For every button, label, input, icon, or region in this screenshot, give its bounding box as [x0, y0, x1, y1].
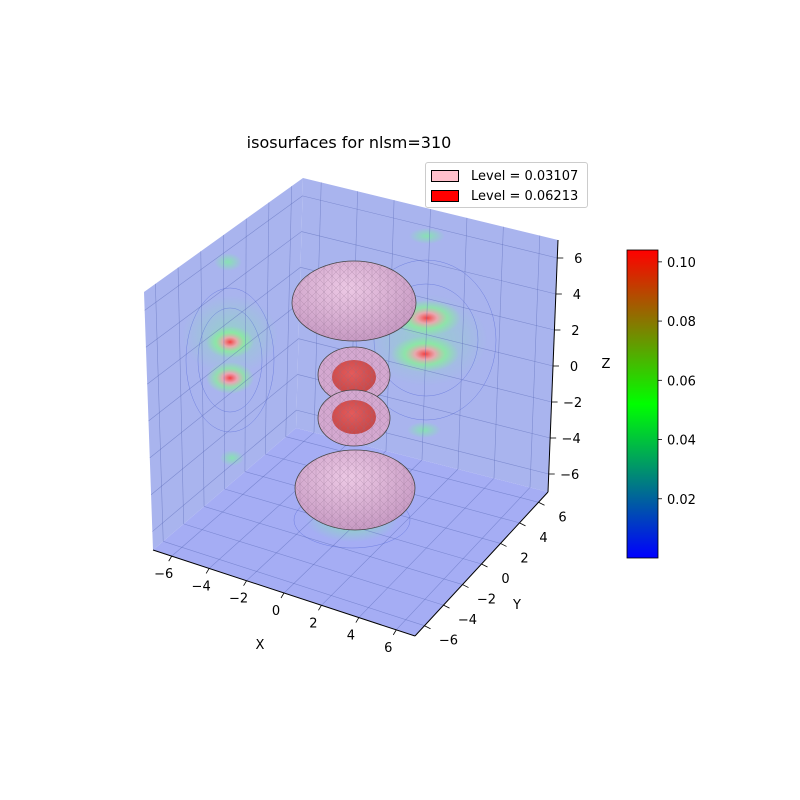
legend-item-level-2: Level = 0.06213 — [431, 187, 578, 205]
grid-line — [148, 302, 300, 422]
legend-swatch-pink — [431, 170, 459, 182]
grid-line — [493, 226, 504, 479]
colorbar-ticks: 0.02 0.04 0.06 0.08 0.10 — [658, 256, 696, 508]
x-tick-label: −2 — [229, 592, 248, 607]
x-tick-mark — [280, 592, 285, 599]
legend-label: Level = 0.06213 — [471, 188, 579, 204]
grid-line — [302, 195, 558, 259]
y-tick-mark — [538, 501, 545, 506]
grid-line — [358, 478, 495, 618]
colorbar: 0.02 0.04 0.06 0.08 0.10 — [626, 249, 696, 559]
z-axis-label: Z — [602, 357, 611, 372]
isosurface-lower-shell — [294, 449, 416, 531]
grid-line — [396, 487, 531, 631]
x-tick-label: 2 — [309, 616, 317, 631]
y-tick-mark — [443, 604, 450, 609]
z-tick-label: −6 — [560, 468, 579, 483]
grid-line — [145, 231, 302, 348]
x-tick-mark — [168, 555, 173, 562]
y-tick-label: −2 — [477, 593, 496, 608]
grid-line — [457, 217, 468, 470]
x-tick-label: 0 — [272, 604, 280, 619]
z-tick-label: 6 — [574, 252, 582, 267]
z-tick-label: 4 — [573, 288, 581, 303]
x-tick-mark — [392, 629, 397, 636]
isosurface-inner-upper — [317, 346, 391, 404]
grid-line — [144, 195, 303, 311]
y-tick-label: 2 — [520, 551, 528, 566]
x-tick-mark — [205, 568, 210, 574]
y-tick-mark — [500, 543, 507, 547]
y-tick-label: −4 — [458, 613, 477, 628]
isosurface-inner-lower — [317, 389, 391, 447]
y-axis-label: Y — [512, 598, 521, 613]
z-tick-label: −2 — [563, 396, 582, 411]
y-tick-mark — [462, 584, 469, 588]
grid-line — [321, 468, 459, 606]
x-tick-mark — [355, 617, 360, 623]
z-tick-label: 2 — [571, 324, 579, 339]
grid-line — [529, 235, 541, 488]
x-tick-label: 6 — [384, 641, 392, 656]
legend-label: Level = 0.03107 — [471, 168, 579, 184]
colorbar-tick-label: 0.10 — [667, 256, 696, 271]
y-tick-label: 0 — [501, 572, 509, 587]
grid-line — [285, 436, 539, 503]
x-tick-mark — [243, 580, 247, 586]
z-tick-label: −4 — [562, 432, 581, 447]
grid-line — [285, 186, 292, 437]
x-tick-label: 4 — [347, 629, 355, 644]
legend-item-level-1: Level = 0.03107 — [431, 167, 578, 185]
colorbar-tick-label: 0.06 — [667, 374, 696, 389]
colorbar-tick-label: 0.04 — [667, 434, 696, 449]
x-axis-ticks: −6 −4 −2 0 2 4 6 — [154, 555, 397, 656]
colorbar-tick-label: 0.02 — [667, 493, 696, 508]
z-tick-label: 0 — [570, 360, 578, 375]
y-tick-label: −6 — [439, 634, 458, 649]
y-tick-label: 4 — [539, 531, 547, 546]
x-tick-label: −6 — [154, 567, 173, 582]
y-tick-mark — [424, 625, 431, 630]
x-tick-mark — [318, 605, 322, 611]
grid-line — [301, 231, 556, 295]
grid-line — [244, 218, 247, 472]
legend: Level = 0.03107 Level = 0.06213 — [425, 162, 588, 208]
colorbar-tick-label: 0.08 — [667, 315, 696, 330]
left-wall-contours — [182, 253, 278, 466]
y-tick-mark — [481, 563, 488, 568]
isosurface-upper-shell — [291, 260, 417, 342]
legend-swatch-red — [431, 190, 459, 202]
y-tick-label: 6 — [558, 510, 566, 525]
grid-line — [265, 202, 270, 455]
z-axis-ticks: −6 −4 −2 0 2 4 6 — [548, 252, 582, 483]
x-tick-label: −4 — [192, 579, 211, 594]
y-tick-mark — [519, 522, 526, 527]
chart-title: isosurfaces for nlsm=310 — [247, 133, 452, 152]
grid-line — [147, 267, 301, 385]
x-axis-label: X — [256, 638, 265, 653]
